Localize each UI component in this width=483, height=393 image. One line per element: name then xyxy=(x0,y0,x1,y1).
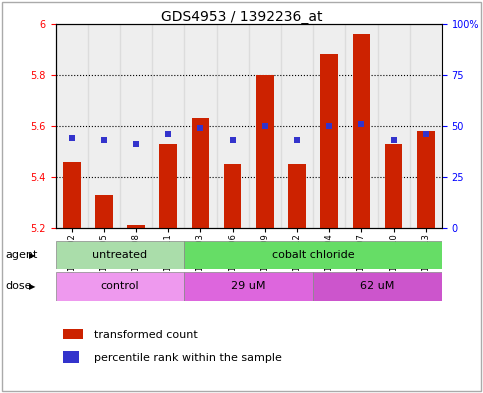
Bar xyxy=(216,24,249,228)
Text: 29 uM: 29 uM xyxy=(231,281,266,292)
Point xyxy=(100,137,108,143)
Bar xyxy=(127,226,145,228)
Bar xyxy=(417,131,435,228)
Point xyxy=(229,137,237,143)
Bar xyxy=(88,24,120,228)
Point xyxy=(293,137,301,143)
Text: percentile rank within the sample: percentile rank within the sample xyxy=(94,353,282,363)
Bar xyxy=(256,75,274,228)
Text: 62 uM: 62 uM xyxy=(360,281,395,292)
Text: untreated: untreated xyxy=(92,250,147,260)
Bar xyxy=(224,164,242,228)
Bar xyxy=(63,351,79,364)
Bar xyxy=(345,24,378,228)
Text: ▶: ▶ xyxy=(29,282,36,291)
Bar xyxy=(63,162,81,228)
Bar xyxy=(192,118,209,228)
Point xyxy=(261,123,269,129)
Point xyxy=(326,123,333,129)
Point xyxy=(164,131,172,137)
Text: transformed count: transformed count xyxy=(94,330,198,340)
Bar xyxy=(410,24,442,228)
Bar xyxy=(378,24,410,228)
Bar xyxy=(313,272,442,301)
Bar xyxy=(313,24,345,228)
Bar xyxy=(56,241,185,269)
Text: dose: dose xyxy=(6,281,32,292)
Bar xyxy=(288,164,306,228)
Bar xyxy=(353,34,370,228)
Bar xyxy=(281,24,313,228)
Bar xyxy=(159,144,177,228)
Text: ▶: ▶ xyxy=(29,251,36,259)
Bar xyxy=(56,272,185,301)
Bar xyxy=(63,329,83,339)
Point xyxy=(357,121,365,127)
Bar xyxy=(249,24,281,228)
Bar xyxy=(95,195,113,228)
Point xyxy=(422,131,430,137)
Bar xyxy=(385,144,402,228)
Bar xyxy=(185,272,313,301)
Bar xyxy=(185,24,216,228)
Bar xyxy=(56,24,88,228)
Bar xyxy=(152,24,185,228)
Text: agent: agent xyxy=(6,250,38,260)
Point xyxy=(68,135,75,141)
Text: cobalt chloride: cobalt chloride xyxy=(272,250,355,260)
Point xyxy=(132,141,140,147)
Bar xyxy=(185,241,442,269)
Text: control: control xyxy=(100,281,139,292)
Point xyxy=(390,137,398,143)
Text: GDS4953 / 1392236_at: GDS4953 / 1392236_at xyxy=(161,10,322,24)
Bar xyxy=(120,24,152,228)
Bar xyxy=(320,54,338,228)
Point xyxy=(197,125,204,131)
